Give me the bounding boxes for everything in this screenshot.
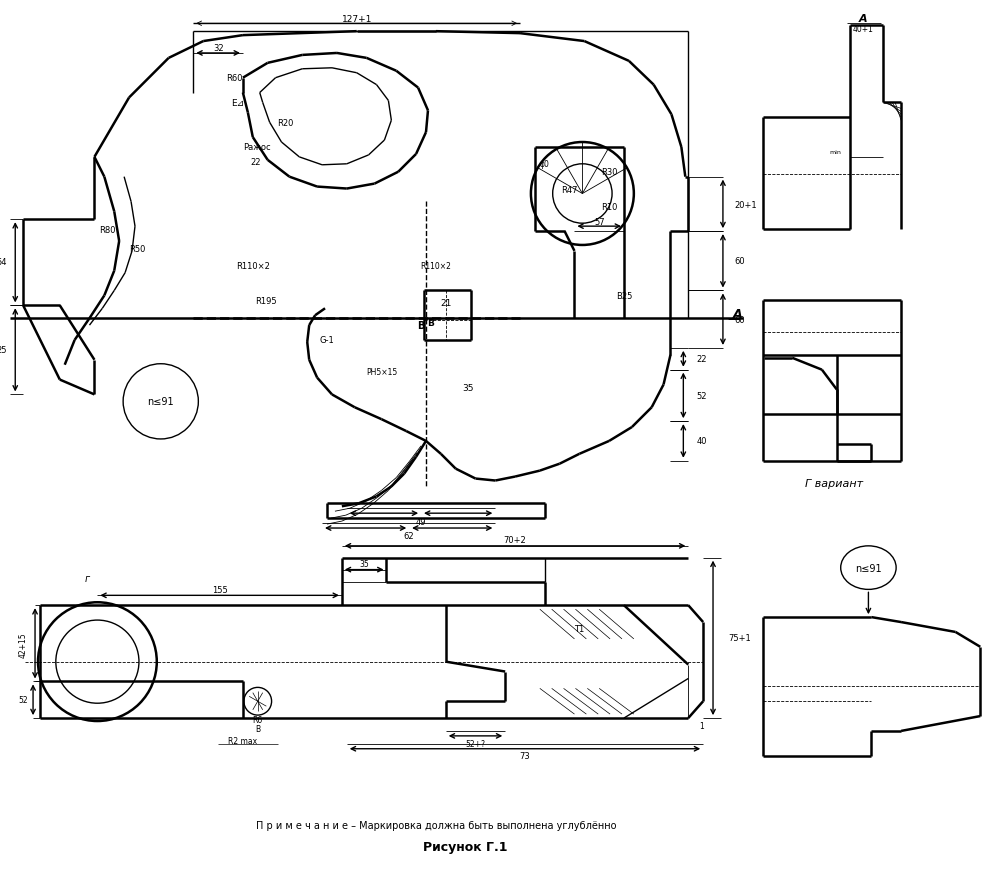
Text: 25: 25 bbox=[0, 346, 7, 355]
Text: 52+?: 52+? bbox=[466, 740, 486, 748]
Text: R47: R47 bbox=[561, 186, 577, 195]
Text: R110×2: R110×2 bbox=[235, 262, 270, 271]
Text: 75+1: 75+1 bbox=[728, 634, 750, 643]
Text: 52: 52 bbox=[696, 391, 706, 401]
Text: A: A bbox=[732, 308, 742, 321]
Text: П р и м е ч а н и е – Маркировка должна быть выполнена углублённо: П р и м е ч а н и е – Маркировка должна … bbox=[256, 820, 616, 830]
Ellipse shape bbox=[841, 547, 896, 590]
Text: 22: 22 bbox=[250, 158, 261, 167]
Text: R6: R6 bbox=[253, 714, 263, 724]
Text: г: г bbox=[85, 573, 91, 583]
Text: 35: 35 bbox=[462, 383, 473, 393]
Text: РН5×15: РН5×15 bbox=[366, 368, 397, 376]
Text: 70+2: 70+2 bbox=[504, 536, 526, 545]
Text: Ражос: Ражос bbox=[242, 143, 271, 152]
Text: R110×2: R110×2 bbox=[421, 262, 452, 271]
Text: 1: 1 bbox=[699, 721, 703, 731]
Text: E⊿: E⊿ bbox=[231, 99, 244, 108]
Text: 60: 60 bbox=[734, 315, 745, 324]
Text: R195: R195 bbox=[255, 296, 277, 306]
Text: В: В bbox=[428, 318, 435, 328]
Text: n≤91: n≤91 bbox=[148, 397, 174, 407]
Text: 155: 155 bbox=[212, 585, 228, 594]
Text: 62: 62 bbox=[403, 532, 414, 541]
Text: 42+15: 42+15 bbox=[19, 631, 28, 657]
Text: В: В bbox=[417, 321, 425, 331]
Text: 60: 60 bbox=[734, 257, 745, 266]
Text: Т1: Т1 bbox=[574, 625, 584, 634]
Text: Г вариант: Г вариант bbox=[805, 479, 863, 489]
Text: R80: R80 bbox=[100, 225, 116, 235]
Text: 40+1: 40+1 bbox=[853, 24, 874, 34]
Text: 127+1: 127+1 bbox=[341, 15, 372, 23]
Text: 22: 22 bbox=[696, 355, 706, 364]
Text: min: min bbox=[830, 150, 842, 156]
Text: R50: R50 bbox=[129, 245, 146, 254]
Text: 57: 57 bbox=[594, 217, 605, 227]
Text: R20: R20 bbox=[278, 118, 294, 128]
Text: R10: R10 bbox=[601, 202, 618, 212]
Text: φ0: φ0 bbox=[540, 160, 549, 169]
Text: R60: R60 bbox=[226, 74, 242, 83]
Text: R2 max: R2 max bbox=[228, 737, 258, 746]
Circle shape bbox=[123, 364, 198, 440]
Text: 35: 35 bbox=[360, 560, 369, 568]
Text: G-1: G-1 bbox=[320, 336, 334, 345]
Text: 54: 54 bbox=[0, 258, 7, 267]
Text: В: В bbox=[256, 725, 261, 733]
Text: n≤91: n≤91 bbox=[855, 563, 881, 573]
Text: 21: 21 bbox=[440, 299, 452, 308]
Text: 40: 40 bbox=[696, 437, 706, 446]
Text: А: А bbox=[859, 14, 868, 24]
Text: —: — bbox=[728, 312, 740, 325]
Text: Рисунок Г.1: Рисунок Г.1 bbox=[424, 840, 508, 853]
Text: 20+1: 20+1 bbox=[734, 201, 758, 209]
Text: 73: 73 bbox=[519, 752, 530, 760]
Text: 49: 49 bbox=[415, 517, 427, 526]
Text: 52: 52 bbox=[18, 695, 28, 704]
Text: R30: R30 bbox=[601, 168, 618, 177]
Text: В25: В25 bbox=[616, 292, 632, 301]
Text: 32: 32 bbox=[213, 43, 223, 52]
